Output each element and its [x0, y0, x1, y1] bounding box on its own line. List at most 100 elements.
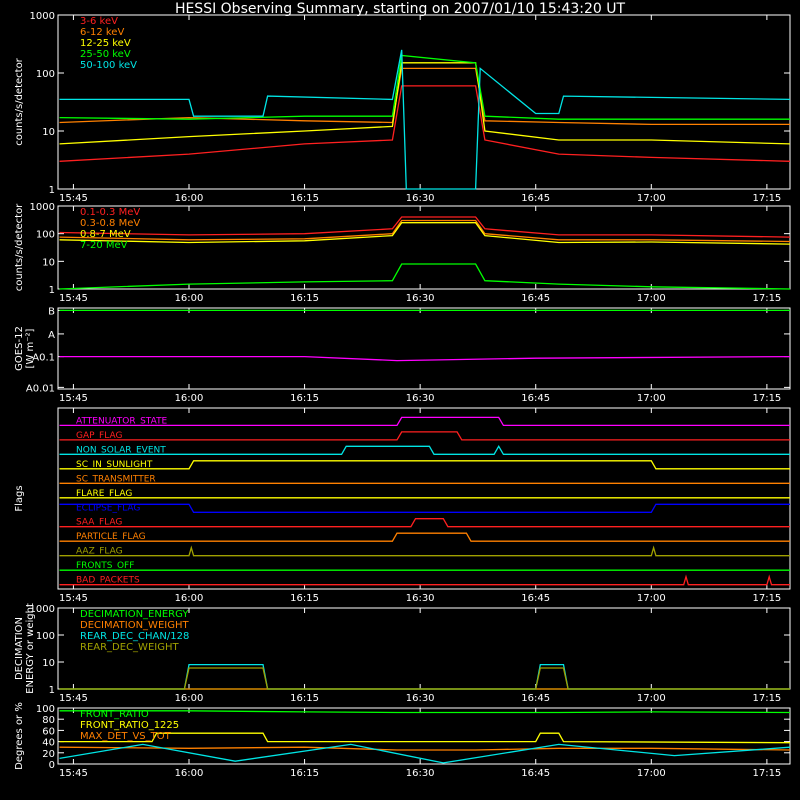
series-line — [59, 545, 790, 557]
y-tick-label: 1000 — [30, 604, 55, 615]
y-tick-label: 60 — [42, 726, 55, 737]
series-line — [59, 710, 791, 714]
series-line — [59, 503, 790, 513]
plot-frame — [57, 14, 791, 190]
flag-label: GAP_FLAG — [76, 431, 122, 441]
y-tick-label: 10 — [42, 257, 55, 268]
series-line — [59, 732, 791, 744]
y-axis-label: DECIMATION — [14, 617, 25, 680]
y-tick-label: 80 — [42, 715, 55, 726]
legend-entry: 0.8-7 MeV — [80, 229, 131, 240]
y-tick-label: A — [48, 330, 55, 341]
x-tick-label: 16:15 — [290, 193, 319, 204]
flag-label: AAZ_FLAG — [76, 547, 123, 557]
legend-entry: 3-6 keV — [80, 16, 118, 27]
flag-label: FLARE_FLAG — [76, 489, 132, 499]
flag-label: PARTICLE_FLAG — [76, 532, 146, 542]
y-axis-label: Degrees or % — [14, 702, 25, 770]
series-line — [59, 222, 791, 245]
x-tick-label: 17:00 — [637, 393, 666, 404]
y-tick-label: 100 — [36, 631, 55, 642]
x-tick-label: 15:45 — [59, 193, 88, 204]
y-axis-label-2: [W m⁻²] — [25, 328, 36, 368]
panel-flags: Flags 15:45 16:00 16:15 16:30 16:45 17:00 17:15… — [14, 407, 791, 604]
x-tick-label: 16:15 — [290, 693, 319, 704]
panel-highE: 1 10 100 1000 counts/s/detector 15:45 16:00 16:… — [14, 202, 791, 304]
y-axis-label: GOES-12 — [14, 326, 25, 371]
panel-lowE: 1 10 100 1000 counts/s/detector 15:45 16:00 16:… — [14, 11, 791, 204]
x-tick-label: 15:45 — [59, 768, 88, 779]
flag-label: ECLIPSE_FLAG — [76, 503, 140, 513]
x-tick-label: 15:45 — [59, 693, 88, 704]
series-line — [59, 67, 790, 126]
series-line — [59, 62, 791, 145]
x-tick-label: 16:15 — [290, 768, 319, 779]
x-tick-label: 17:00 — [637, 693, 666, 704]
y-tick-label: 1000 — [30, 11, 55, 22]
legend-entry: FRONT_RATIO_1225 — [80, 720, 179, 731]
legend-entry: 0.1-0.3 MeV — [80, 207, 140, 218]
x-tick-label: 16:15 — [290, 593, 319, 604]
series-line — [59, 431, 790, 441]
x-tick-label: 16:00 — [175, 393, 204, 404]
x-tick-label: 16:30 — [406, 593, 435, 604]
x-tick-label: 16:00 — [175, 768, 204, 779]
y-tick-label: 1 — [49, 185, 55, 196]
series-line — [59, 216, 791, 238]
y-tick-label: 100 — [36, 704, 55, 715]
y-tick-label: A0.01 — [26, 383, 55, 394]
legend-entry: 7-20 MeV — [80, 240, 128, 251]
series-line — [59, 743, 791, 764]
legend-entry: REAR_DEC_WEIGHT — [80, 642, 179, 653]
y-tick-label: 20 — [42, 749, 55, 760]
x-tick-label: 15:45 — [59, 293, 88, 304]
chart-title: HESSI Observing Summary, starting on 200… — [174, 1, 626, 17]
x-tick-label: 16:45 — [521, 768, 550, 779]
series-line — [59, 532, 790, 542]
flag-label: SAA_FLAG — [76, 518, 122, 528]
y-tick-label: 1000 — [30, 202, 55, 213]
legend-entry: REAR_DEC_CHAN/128 — [80, 631, 189, 642]
series-line — [59, 54, 790, 120]
flag-label: ATTENUATOR_STATE — [76, 416, 168, 426]
y-tick-label: A0.1 — [32, 353, 55, 364]
y-tick-label: 100 — [36, 230, 55, 241]
legend-entry: 12-25 keV — [80, 38, 131, 49]
x-tick-label: 17:00 — [637, 293, 666, 304]
x-tick-label: 16:30 — [406, 293, 435, 304]
x-tick-label: 17:15 — [752, 593, 781, 604]
x-tick-label: 17:15 — [752, 193, 781, 204]
x-tick-label: 16:45 — [521, 293, 550, 304]
series-line — [59, 663, 790, 690]
x-tick-label: 15:45 — [59, 593, 88, 604]
flag-label: SC_TRANSMITTER — [76, 474, 156, 484]
y-tick-label: 1 — [49, 285, 55, 296]
plot-frame — [57, 205, 791, 290]
legend-entry: 25-50 keV — [80, 49, 131, 60]
y-axis-label: counts/s/detector — [14, 203, 25, 291]
flag-label: FRONTS_OFF — [76, 561, 134, 571]
x-tick-label: 16:00 — [175, 693, 204, 704]
x-tick-label: 16:30 — [406, 693, 435, 704]
x-tick-label: 17:15 — [752, 693, 781, 704]
x-tick-label: 16:15 — [290, 293, 319, 304]
legend-entry: FRONT_RATIO — [80, 709, 149, 720]
series-line — [59, 445, 790, 455]
y-tick-label: B — [48, 306, 55, 317]
x-tick-label: 16:45 — [521, 693, 550, 704]
y-axis-label: Flags — [14, 485, 25, 511]
series-line — [59, 219, 791, 243]
x-tick-label: 17:00 — [637, 593, 666, 604]
series-line — [59, 518, 790, 528]
plot-frame — [57, 407, 791, 590]
panel-goes: A0.01 A0.1 A B GOES-12 [W m⁻²] 15:45 16:00 16:15… — [14, 306, 791, 404]
series-line — [59, 667, 790, 690]
x-tick-label: 17:00 — [637, 193, 666, 204]
x-tick-label: 16:45 — [521, 193, 550, 204]
legend-entry: 6-12 keV — [80, 27, 124, 38]
series-line — [59, 574, 790, 586]
x-tick-label: 16:00 — [175, 293, 204, 304]
panel-decim: 1 10 100 1000 DECIMATION ENERGY or weight 15:4… — [14, 603, 791, 704]
x-tick-label: 17:15 — [752, 293, 781, 304]
